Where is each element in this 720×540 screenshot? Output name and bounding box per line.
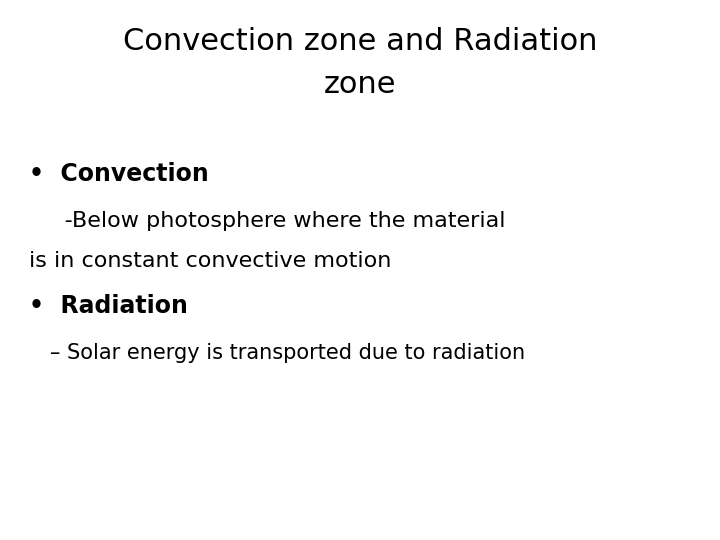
Text: Convection zone and Radiation
zone: Convection zone and Radiation zone <box>122 27 598 99</box>
Text: is in constant convective motion: is in constant convective motion <box>29 251 391 271</box>
Text: – Solar energy is transported due to radiation: – Solar energy is transported due to rad… <box>50 343 526 363</box>
Text: •  Radiation: • Radiation <box>29 294 188 318</box>
Text: •  Convection: • Convection <box>29 162 209 186</box>
Text: -Below photosphere where the material: -Below photosphere where the material <box>29 211 505 231</box>
